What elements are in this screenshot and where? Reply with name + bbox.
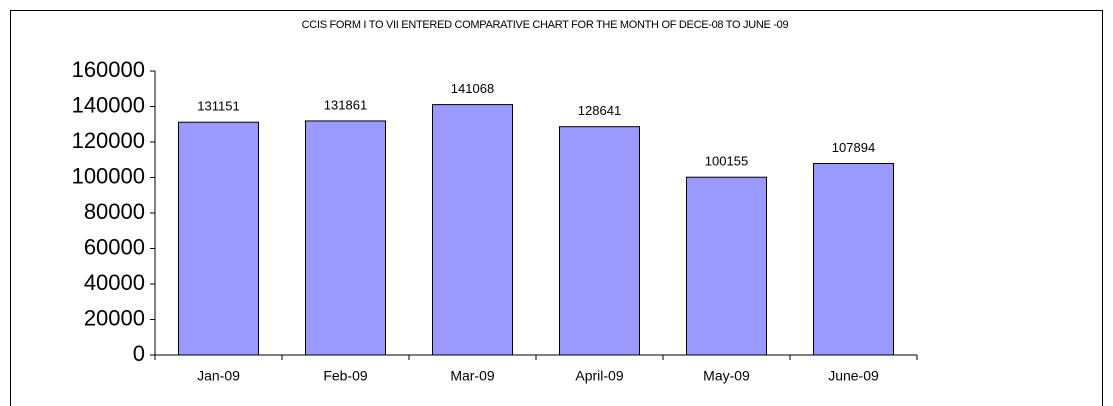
value-label: 141068 bbox=[451, 81, 494, 96]
y-tick-label: 80000 bbox=[84, 199, 145, 224]
x-tick-label: April-09 bbox=[575, 368, 623, 384]
y-tick-label: 140000 bbox=[72, 92, 145, 117]
bar bbox=[812, 162, 895, 356]
y-tick-label: 40000 bbox=[84, 270, 145, 295]
x-tick-label: Feb-09 bbox=[323, 368, 368, 384]
y-tick-label: 60000 bbox=[84, 234, 145, 259]
value-label: 131151 bbox=[197, 99, 239, 114]
x-tick-label: May-09 bbox=[703, 368, 750, 384]
y-tick-label: 160000 bbox=[72, 57, 145, 82]
bar bbox=[177, 121, 260, 356]
x-tick-label: Mar-09 bbox=[450, 368, 495, 384]
y-tick-label: 0 bbox=[133, 341, 145, 366]
value-label: 128641 bbox=[578, 103, 621, 118]
x-tick-label: June-09 bbox=[828, 368, 879, 384]
chart-title: CCIS FORM I TO VII ENTERED COMPARATIVE C… bbox=[301, 19, 789, 31]
bar bbox=[431, 104, 514, 356]
chart-border bbox=[10, 10, 1103, 406]
value-label: 100155 bbox=[705, 154, 748, 169]
value-label: 131861 bbox=[324, 97, 367, 112]
y-tick-label: 100000 bbox=[72, 163, 145, 188]
y-tick-label: 120000 bbox=[72, 128, 145, 153]
bar bbox=[304, 120, 387, 356]
y-tick-label: 20000 bbox=[84, 305, 145, 330]
bar bbox=[558, 126, 641, 356]
bar bbox=[685, 176, 768, 356]
x-tick-label: Jan-09 bbox=[197, 368, 240, 384]
value-label: 107894 bbox=[832, 140, 875, 155]
